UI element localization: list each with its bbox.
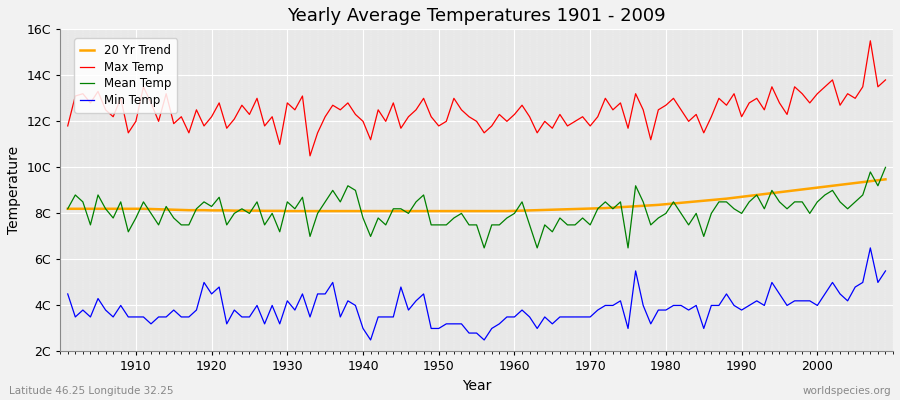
X-axis label: Year: Year [462, 379, 491, 393]
Y-axis label: Temperature: Temperature [7, 146, 21, 234]
Max Temp [62, 124, 73, 128]
Text: Latitude 46.25 Longitude 32.25: Latitude 46.25 Longitude 32.25 [9, 386, 174, 396]
Min Temp [608, 303, 618, 308]
Min Temp [517, 308, 527, 312]
Max Temp [880, 78, 891, 82]
Title: Yearly Average Temperatures 1901 - 2009: Yearly Average Temperatures 1901 - 2009 [287, 7, 666, 25]
Line: 20 Yr Trend: 20 Yr Trend [68, 179, 886, 211]
Max Temp [608, 108, 618, 112]
Min Temp [123, 314, 134, 319]
20 Yr Trend [62, 206, 73, 211]
Min Temp [865, 246, 876, 250]
20 Yr Trend [517, 208, 527, 213]
Max Temp [865, 38, 876, 43]
Min Temp [509, 314, 520, 319]
20 Yr Trend [123, 206, 134, 211]
Legend: 20 Yr Trend, Max Temp, Mean Temp, Min Temp: 20 Yr Trend, Max Temp, Mean Temp, Min Te… [75, 38, 177, 113]
Min Temp [290, 308, 301, 312]
20 Yr Trend [343, 209, 354, 214]
20 Yr Trend [880, 177, 891, 182]
Mean Temp [62, 206, 73, 211]
20 Yr Trend [608, 205, 618, 210]
Max Temp [343, 100, 354, 105]
Mean Temp [479, 246, 490, 250]
Min Temp [335, 314, 346, 319]
Max Temp [517, 103, 527, 108]
Line: Min Temp: Min Temp [68, 248, 886, 340]
Line: Mean Temp: Mean Temp [68, 167, 886, 248]
Mean Temp [290, 206, 301, 211]
Min Temp [880, 268, 891, 273]
Min Temp [62, 292, 73, 296]
Max Temp [290, 108, 301, 112]
Text: worldspecies.org: worldspecies.org [803, 386, 891, 396]
20 Yr Trend [297, 209, 308, 214]
Mean Temp [517, 200, 527, 204]
Line: Max Temp: Max Temp [68, 41, 886, 156]
20 Yr Trend [509, 208, 520, 213]
Min Temp [365, 338, 376, 342]
20 Yr Trend [282, 209, 292, 214]
Mean Temp [123, 229, 134, 234]
Max Temp [123, 130, 134, 135]
Max Temp [304, 154, 315, 158]
Mean Temp [608, 206, 618, 211]
Mean Temp [335, 200, 346, 204]
Max Temp [509, 112, 520, 117]
Mean Temp [509, 211, 520, 216]
Mean Temp [880, 165, 891, 170]
